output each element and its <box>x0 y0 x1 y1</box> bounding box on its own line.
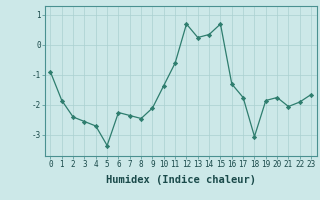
X-axis label: Humidex (Indice chaleur): Humidex (Indice chaleur) <box>106 175 256 185</box>
